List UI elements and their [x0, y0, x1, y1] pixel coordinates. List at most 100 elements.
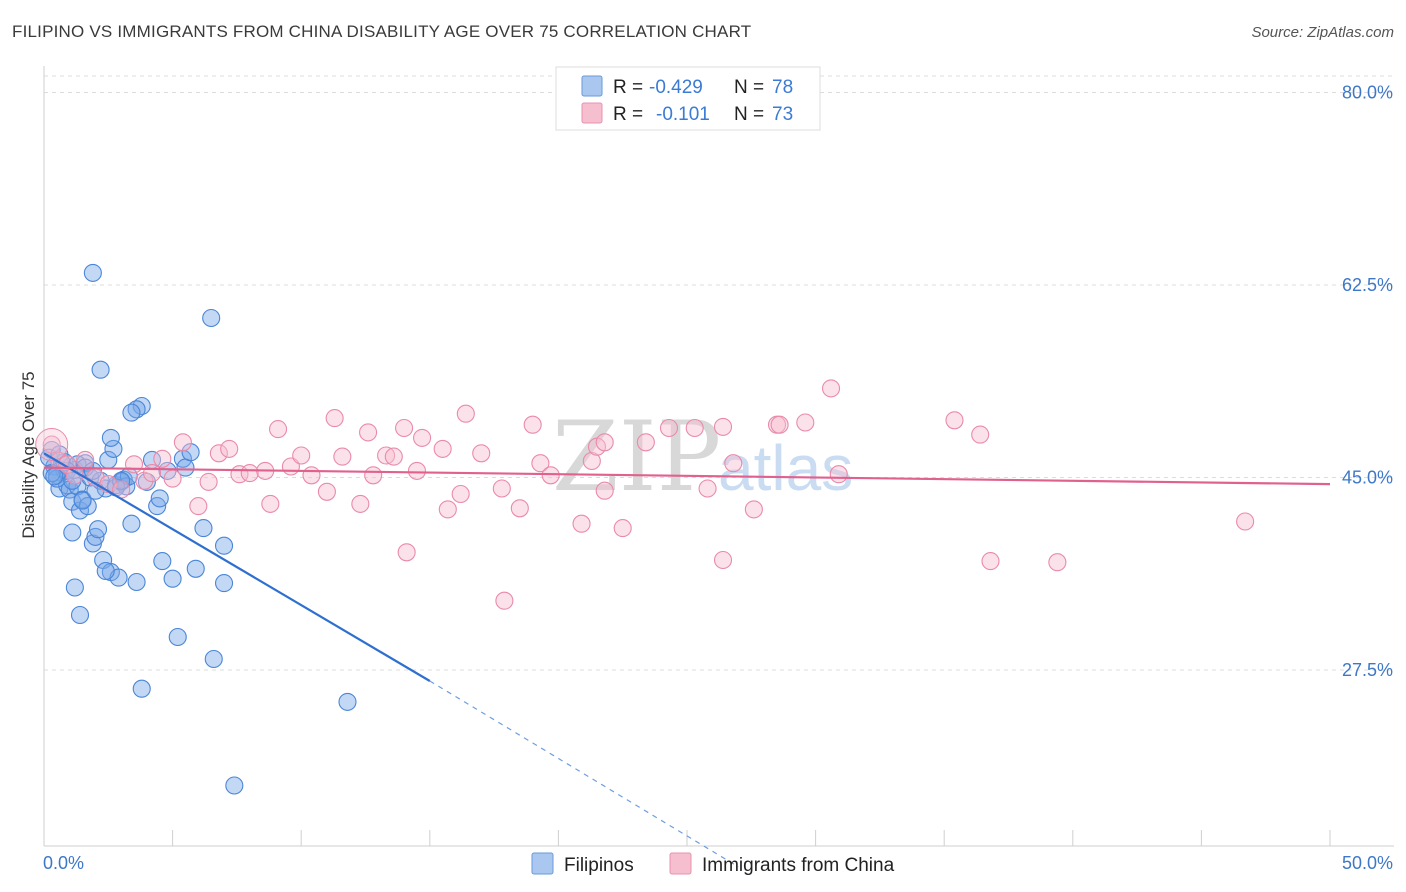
- filipinos-point: [70, 605, 90, 625]
- filipinos-point: [65, 578, 84, 597]
- china-point: [685, 418, 704, 438]
- legend-r-value-1: -0.429: [649, 77, 703, 98]
- filipinos-point: [204, 649, 223, 669]
- china-point: [636, 433, 655, 452]
- bottom-legend-china: Immigrants from China: [702, 855, 895, 876]
- filipinos-point: [181, 443, 200, 462]
- y-tick-labels: 27.5% 45.0% 62.5% 80.0%: [1342, 83, 1393, 681]
- china-point: [724, 454, 743, 473]
- china-point: [163, 469, 182, 488]
- china-point: [209, 444, 228, 463]
- china-point: [595, 481, 614, 500]
- filipinos-point: [132, 679, 151, 698]
- legend-swatch-filipinos: [581, 75, 603, 97]
- china-point: [333, 447, 352, 466]
- filipinos-trend-line: [43, 452, 431, 682]
- china-point: [199, 472, 218, 491]
- china-point: [659, 418, 679, 438]
- legend-swatch-china: [581, 102, 603, 124]
- x-tick-label-1: 50.0%: [1342, 853, 1393, 873]
- china-point: [76, 450, 95, 469]
- china-point: [713, 550, 733, 570]
- china-point: [971, 425, 990, 444]
- y-tick-label-0: 27.5%: [1342, 660, 1393, 680]
- china-point: [292, 446, 311, 465]
- filipinos-points: [40, 263, 357, 795]
- filipinos-point: [122, 514, 141, 533]
- china-trend-line: [43, 466, 1331, 486]
- y-axis-label: Disability Age Over 75: [19, 371, 38, 538]
- legend-r-label-1: R =: [613, 77, 643, 98]
- china-point: [261, 494, 280, 513]
- filipinos-point: [150, 489, 169, 508]
- china-point: [595, 433, 614, 452]
- legend-n-value-1: 78: [772, 77, 793, 98]
- filipinos-point: [104, 439, 123, 458]
- stats-legend: R = -0.429 N = 78 R = -0.101 N = 73: [555, 66, 821, 131]
- filipinos-point: [91, 360, 110, 379]
- china-point: [531, 454, 550, 473]
- filipinos-point: [186, 559, 205, 578]
- china-point: [744, 500, 763, 519]
- china-points: [35, 379, 1255, 610]
- china-point: [325, 409, 344, 428]
- china-point: [397, 543, 416, 562]
- china-point: [124, 455, 144, 474]
- filipinos-point: [88, 520, 108, 539]
- china-point: [1048, 553, 1067, 572]
- china-point: [317, 482, 336, 501]
- china-point: [173, 433, 192, 452]
- filipinos-point: [153, 552, 172, 571]
- filipinos-point: [214, 536, 234, 555]
- china-point: [829, 465, 848, 484]
- legend-r-value-2: -0.101: [656, 104, 710, 125]
- china-point: [142, 464, 162, 483]
- legend-n-label-2: N =: [734, 104, 764, 125]
- bottom-legend-filipinos: Filipinos: [564, 855, 634, 876]
- filipinos-point: [127, 572, 146, 592]
- china-point: [945, 411, 964, 430]
- china-point: [713, 417, 733, 436]
- china-point: [377, 446, 396, 465]
- china-point-large: [35, 428, 69, 461]
- filipinos-point: [225, 776, 244, 795]
- china-point: [395, 418, 414, 438]
- filipinos-point: [122, 403, 141, 422]
- filipinos-point: [78, 497, 97, 516]
- y-tick-label-3: 80.0%: [1342, 83, 1393, 103]
- filipinos-point: [96, 561, 115, 581]
- filipinos-point: [163, 569, 182, 588]
- china-point: [981, 552, 1000, 571]
- china-point: [796, 413, 815, 432]
- filipinos-point: [47, 469, 66, 488]
- gridlines: [44, 75, 1394, 671]
- china-point: [495, 591, 514, 610]
- bottom-legend-swatch-filipinos: [531, 852, 554, 875]
- china-point: [135, 471, 154, 490]
- china-point: [451, 484, 470, 504]
- bottom-legend-swatch-china: [669, 852, 692, 875]
- filipinos-point: [132, 396, 151, 416]
- watermark-zip: ZIP: [552, 401, 721, 513]
- china-point: [220, 439, 239, 458]
- china-point: [364, 466, 383, 485]
- china-point: [351, 494, 370, 513]
- x-tick-label-0: 0.0%: [43, 853, 84, 873]
- china-point: [572, 514, 591, 533]
- y-tick-label-1: 45.0%: [1342, 468, 1393, 488]
- china-point: [582, 451, 601, 471]
- y-tick-label-2: 62.5%: [1342, 275, 1393, 295]
- china-point: [821, 379, 841, 398]
- china-point: [510, 499, 529, 518]
- chart-title: FILIPINO VS IMMIGRANTS FROM CHINA DISABI…: [12, 22, 752, 41]
- filipinos-point: [214, 574, 234, 593]
- china-point: [189, 497, 208, 516]
- filipinos-point: [194, 519, 213, 538]
- china-point: [42, 435, 61, 454]
- china-point: [153, 449, 172, 468]
- legend-n-label-1: N =: [734, 77, 764, 98]
- filipinos-point: [101, 428, 120, 447]
- filipinos-point: [45, 467, 64, 486]
- filipinos-point: [168, 627, 187, 647]
- china-point: [523, 415, 542, 434]
